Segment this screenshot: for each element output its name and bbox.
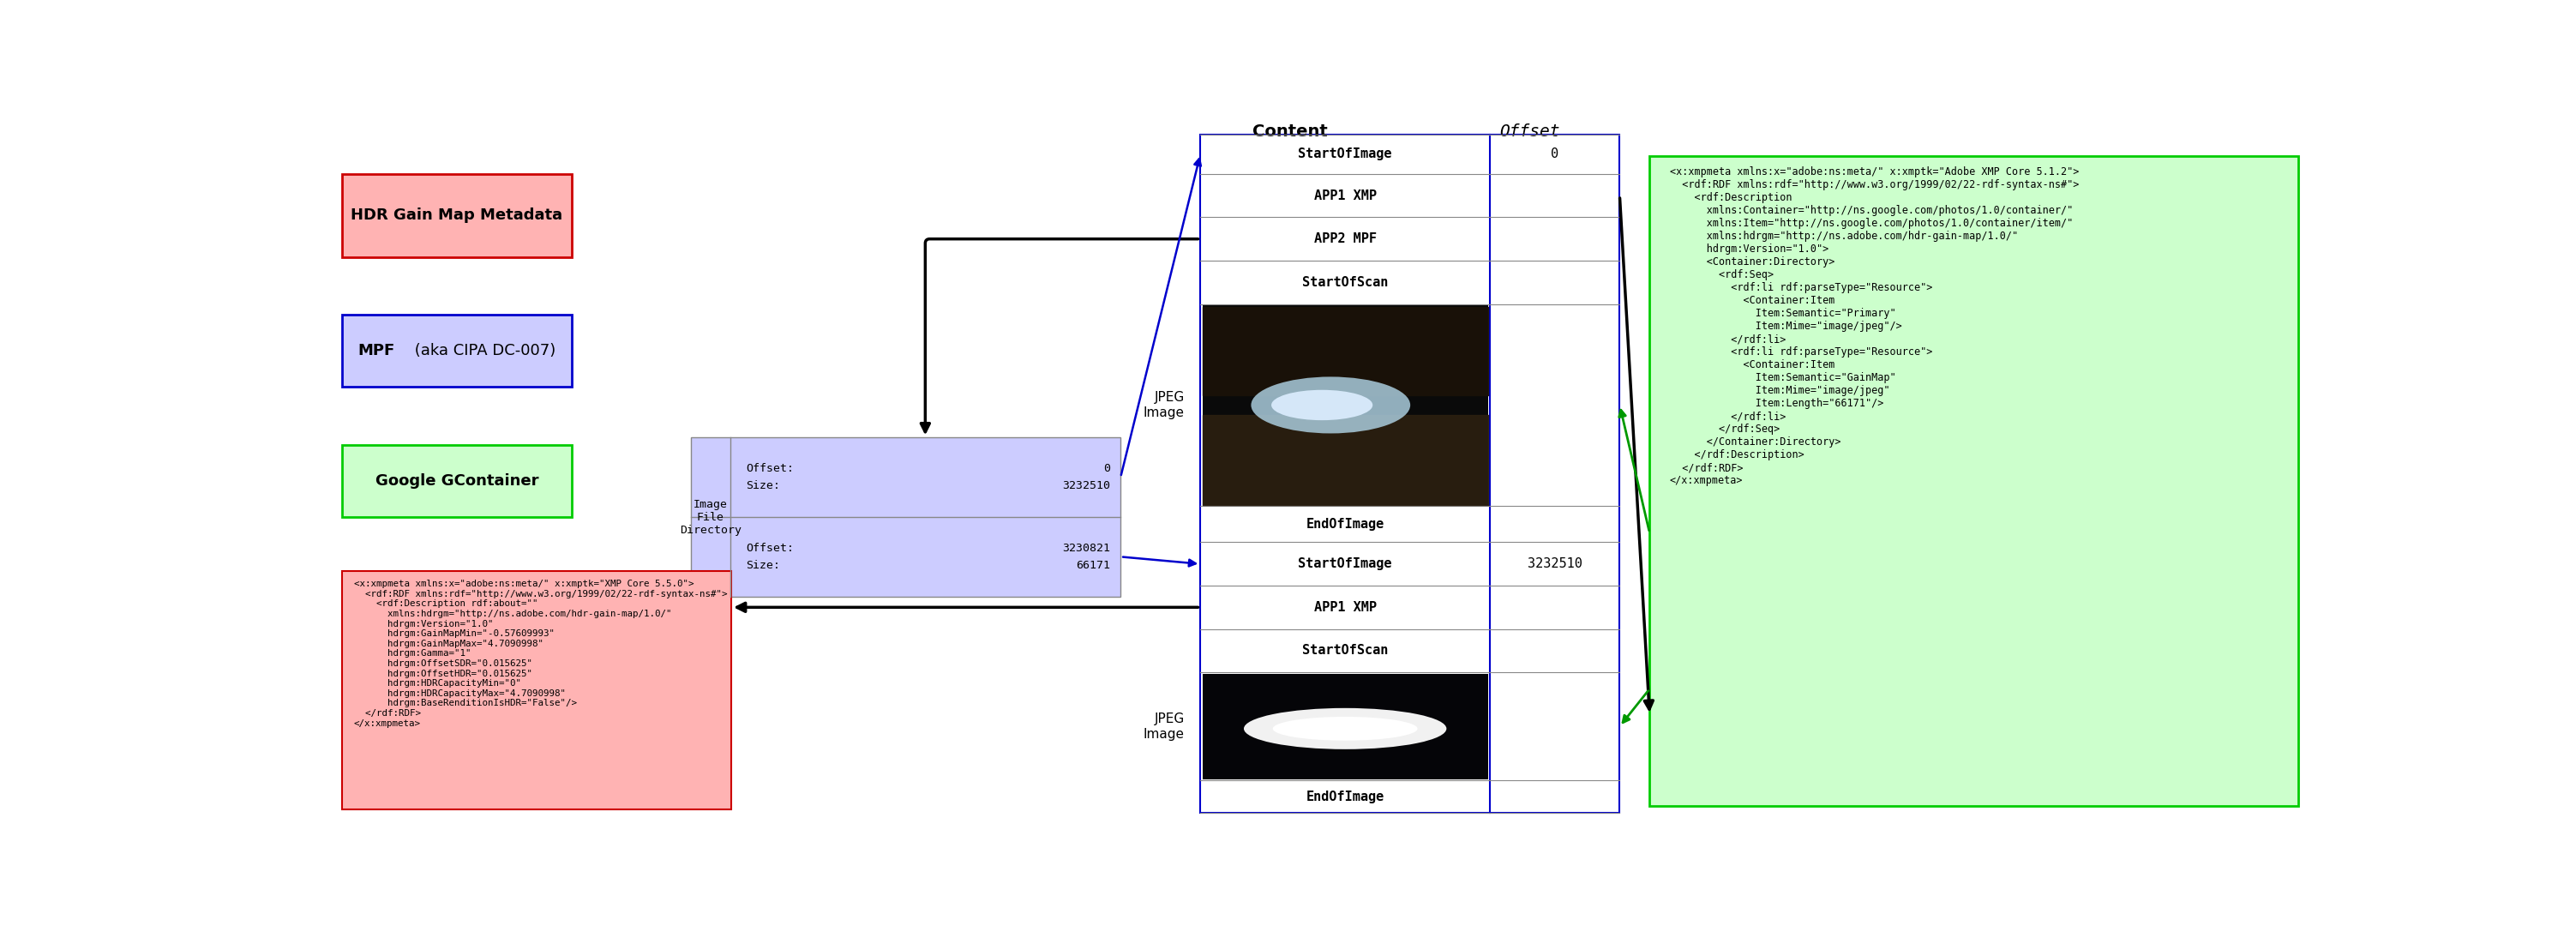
Text: <x:xmpmeta xmlns:x="adobe:ns:meta/" x:xmptk="Adobe XMP Core 5.1.2">
  <rdf:RDF x: <x:xmpmeta xmlns:x="adobe:ns:meta/" x:xm…	[1669, 167, 2079, 487]
Text: 66171: 66171	[1077, 560, 1110, 571]
Text: Image
File
Directory: Image File Directory	[680, 499, 742, 536]
Text: 3232510: 3232510	[1528, 557, 1582, 570]
Bar	[343, 315, 572, 387]
Text: Google GContainer: Google GContainer	[376, 473, 538, 489]
Text: EndOfImage: EndOfImage	[1306, 791, 1383, 803]
Text: 0: 0	[1551, 147, 1558, 160]
Bar	[343, 445, 572, 517]
Text: StartOfScan: StartOfScan	[1301, 644, 1388, 658]
Text: HDR Gain Map Metadata: HDR Gain Map Metadata	[350, 207, 562, 223]
Bar	[343, 174, 572, 257]
Bar	[1649, 156, 2298, 806]
Text: 3230821: 3230821	[1061, 542, 1110, 553]
Bar	[1200, 134, 1620, 813]
Text: APP2 MPF: APP2 MPF	[1314, 233, 1376, 246]
Text: APP1 XMP: APP1 XMP	[1314, 189, 1376, 202]
Text: (aka CIPA DC-007): (aka CIPA DC-007)	[410, 343, 556, 358]
Text: JPEG
Image: JPEG Image	[1144, 713, 1185, 740]
Bar	[1203, 673, 1489, 779]
Ellipse shape	[1273, 717, 1417, 741]
Ellipse shape	[1252, 377, 1409, 433]
Text: Size:: Size:	[747, 560, 781, 571]
Ellipse shape	[1244, 708, 1448, 749]
Text: StartOfImage: StartOfImage	[1298, 147, 1391, 160]
Text: MPF: MPF	[358, 343, 394, 358]
Bar	[1203, 306, 1489, 505]
Text: StartOfScan: StartOfScan	[1301, 276, 1388, 289]
Text: Content: Content	[1252, 124, 1327, 140]
Text: Size:: Size:	[747, 480, 781, 492]
Bar	[690, 437, 1121, 597]
Text: 0: 0	[1103, 463, 1110, 475]
Text: <x:xmpmeta xmlns:x="adobe:ns:meta/" x:xmptk="XMP Core 5.5.0">
  <rdf:RDF xmlns:r: <x:xmpmeta xmlns:x="adobe:ns:meta/" x:xm…	[353, 580, 726, 728]
Text: APP1 XMP: APP1 XMP	[1314, 601, 1376, 613]
Text: StartOfImage: StartOfImage	[1298, 557, 1391, 570]
Text: Offset:: Offset:	[747, 542, 793, 553]
Text: EndOfImage: EndOfImage	[1306, 518, 1383, 531]
Ellipse shape	[1273, 390, 1373, 420]
Bar	[343, 571, 732, 809]
Text: JPEG
Image: JPEG Image	[1144, 391, 1185, 419]
Text: Offset: Offset	[1499, 124, 1561, 140]
Text: 3232510: 3232510	[1061, 480, 1110, 492]
Text: Offset:: Offset:	[747, 463, 793, 475]
